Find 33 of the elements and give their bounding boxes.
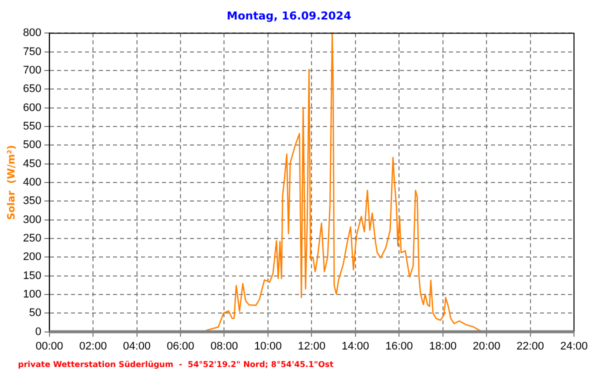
y-tick-label: 350 [22,195,42,208]
y-tick-label: 500 [22,139,42,152]
x-tick-label: 04:00 [123,340,151,352]
y-tick-label: 0 [35,326,42,338]
x-tick-label: 14:00 [342,340,370,352]
y-tick-label: 150 [22,270,42,282]
x-tick-label: 20:00 [472,340,500,352]
y-tick-label: 650 [22,83,42,96]
text: private Wetterstation Süderlügum - 54°52'19.2" Nord; 8°54'45.1"Ost [18,360,334,369]
y-tick-label: 800 [22,27,42,40]
y-tick-label: 300 [22,214,42,226]
x-tick-label: 12:00 [298,340,326,352]
y-tick-label: 200 [22,251,42,264]
y-tick-label: 250 [22,232,42,245]
y-tick-label: 100 [22,288,42,301]
x-tick-label: 08:00 [210,340,238,352]
x-tick-label: 00:00 [36,340,64,352]
x-tick-label: 18:00 [429,340,457,352]
y-tick-label: 700 [22,64,42,77]
x-tick-label: 24:00 [560,340,588,352]
y-tick-label: 750 [22,46,42,58]
y-tick-label: 450 [22,158,42,170]
x-tick-label: 02:00 [79,340,107,352]
y-axis-title: Solar (W/m²) [6,145,18,220]
x-tick-label: 16:00 [385,340,413,352]
y-tick-label: 550 [22,120,42,133]
x-tick-label: 10:00 [254,340,282,352]
y-tick-label: 400 [22,176,42,189]
y-tick-label: 50 [29,307,42,320]
chart-title: Montag, 16.09.2024 [226,9,352,22]
x-tick-label: 22:00 [516,340,544,352]
y-tick-label: 600 [22,102,42,114]
x-tick-label: 06:00 [166,340,194,352]
